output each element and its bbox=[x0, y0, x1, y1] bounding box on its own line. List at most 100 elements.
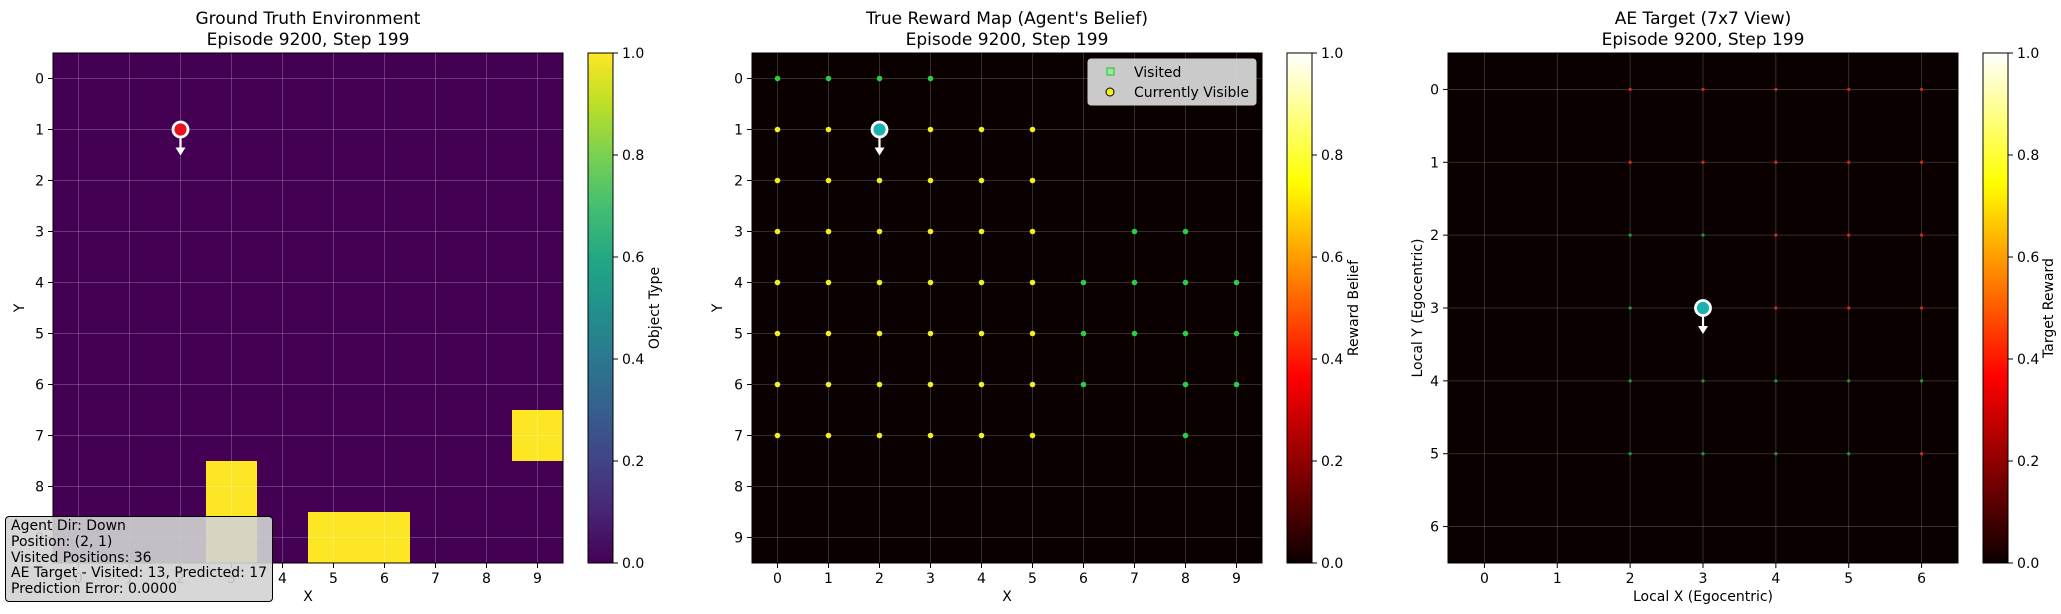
visible-point bbox=[876, 279, 883, 286]
visible-point bbox=[1029, 228, 1036, 235]
visible-point bbox=[774, 432, 781, 439]
visited-point bbox=[774, 75, 781, 82]
target-point-red bbox=[1847, 87, 1851, 92]
visible-point bbox=[927, 279, 934, 286]
target-point-green bbox=[1774, 452, 1778, 456]
visible-point bbox=[825, 381, 832, 388]
visible-point bbox=[927, 126, 934, 133]
y-tick-label: 6 bbox=[35, 378, 44, 394]
colorbar-tick-label: 0.2 bbox=[2017, 454, 2039, 470]
target-point-green bbox=[1774, 379, 1778, 383]
panel2-colorbar-label: Reward Belief bbox=[1346, 259, 1362, 356]
info-line-ae-target: AE Target - Visited: 13, Predicted: 17 bbox=[11, 565, 268, 582]
x-tick-label: 2 bbox=[875, 571, 884, 587]
visible-point bbox=[927, 177, 934, 184]
x-tick-label: 5 bbox=[1844, 571, 1853, 587]
colorbar-tick-label: 0.4 bbox=[1321, 352, 1343, 368]
visible-point bbox=[876, 381, 883, 388]
colorbar-tick-label: 0.6 bbox=[622, 250, 644, 266]
panel1-colorbar-ticks: 0.0 0.2 0.4 0.6 0.8 1.0 bbox=[613, 46, 644, 572]
visible-point bbox=[774, 279, 781, 286]
visible-point bbox=[774, 126, 781, 133]
info-line-position: Position: (2, 1) bbox=[11, 533, 113, 550]
colorbar-tick-label: 0.0 bbox=[622, 556, 644, 572]
visible-point bbox=[825, 228, 832, 235]
visible-point bbox=[774, 330, 781, 337]
x-tick-label: 1 bbox=[824, 571, 833, 587]
agent-dot bbox=[1694, 299, 1712, 317]
visible-point bbox=[978, 177, 985, 184]
visible-point bbox=[1029, 177, 1036, 184]
y-tick-label: 5 bbox=[35, 327, 44, 343]
visited-point bbox=[1182, 279, 1189, 286]
target-point-green bbox=[1701, 452, 1705, 456]
agent-dot bbox=[870, 120, 889, 139]
visible-point bbox=[825, 330, 832, 337]
y-tick-label: 1 bbox=[1430, 155, 1439, 171]
colorbar-tick-label: 1.0 bbox=[622, 46, 644, 62]
visited-point bbox=[1131, 228, 1138, 235]
panel1-title: Ground Truth Environment bbox=[196, 9, 421, 29]
x-tick-label: 5 bbox=[329, 571, 338, 587]
visited-point bbox=[1080, 381, 1087, 388]
visited-point bbox=[1233, 330, 1240, 337]
legend-visible-label: Currently Visible bbox=[1134, 85, 1249, 101]
visited-point bbox=[825, 75, 832, 82]
visible-point bbox=[978, 330, 985, 337]
panel1-x-axis-label: X bbox=[303, 589, 313, 605]
panel1-y-axis-label: Y bbox=[12, 303, 28, 313]
y-tick-label: 2 bbox=[35, 174, 44, 190]
panel3-agent-marker bbox=[1694, 299, 1712, 334]
visited-point bbox=[1182, 381, 1189, 388]
panel2-y-axis-label: Y bbox=[710, 303, 726, 313]
x-tick-label: 0 bbox=[1480, 571, 1489, 587]
colorbar-tick-label: 0.6 bbox=[2017, 250, 2039, 266]
target-point-red bbox=[1919, 160, 1924, 164]
panel3-points bbox=[1628, 87, 1924, 456]
target-point-green bbox=[1628, 233, 1632, 237]
target-point-green bbox=[1628, 379, 1632, 383]
y-tick-label: 1 bbox=[35, 123, 44, 139]
colorbar-tick-label: 0.4 bbox=[622, 352, 644, 368]
y-tick-label: 0 bbox=[1430, 82, 1439, 98]
target-point-green bbox=[1628, 306, 1632, 310]
y-tick-label: 8 bbox=[35, 480, 44, 496]
x-tick-label: 7 bbox=[431, 571, 440, 587]
y-tick-label: 2 bbox=[1430, 228, 1439, 244]
visible-point bbox=[978, 279, 985, 286]
visible-point bbox=[927, 228, 934, 235]
visited-point bbox=[1131, 330, 1138, 337]
target-point-green bbox=[1919, 379, 1924, 383]
colorbar-tick-label: 0.0 bbox=[1321, 556, 1343, 572]
x-tick-label: 5 bbox=[1028, 571, 1037, 587]
target-point-red bbox=[1774, 233, 1778, 237]
y-tick-label: 4 bbox=[734, 276, 743, 292]
x-tick-label: 8 bbox=[482, 571, 491, 587]
visited-point bbox=[1182, 432, 1189, 439]
panel3-x-axis-label: Local X (Egocentric) bbox=[1633, 589, 1773, 605]
visible-point bbox=[825, 177, 832, 184]
legend-box bbox=[1087, 58, 1257, 106]
info-line-prediction-error: Prediction Error: 0.0000 bbox=[11, 581, 178, 598]
x-tick-label: 3 bbox=[926, 571, 935, 587]
y-tick-label: 5 bbox=[734, 327, 743, 343]
colorbar-tick-label: 0.2 bbox=[622, 454, 644, 470]
x-tick-label: 6 bbox=[1079, 571, 1088, 587]
visible-point bbox=[978, 126, 985, 133]
target-point-red bbox=[1919, 87, 1924, 92]
target-point-green bbox=[1847, 379, 1851, 383]
target-point-red bbox=[1701, 160, 1705, 164]
target-point-red bbox=[1847, 160, 1851, 164]
panel-reward-map: True Reward Map (Agent's Belief) Episode… bbox=[710, 9, 1362, 605]
agent-dot bbox=[171, 120, 190, 139]
visible-point bbox=[1029, 279, 1036, 286]
colorbar-tick-label: 0.8 bbox=[622, 148, 644, 164]
panel1-colorbar bbox=[587, 52, 614, 564]
panel1-agent-marker bbox=[171, 120, 190, 156]
colorbar-tick-label: 0.8 bbox=[1321, 148, 1343, 164]
colorbar-tick-label: 0.8 bbox=[2017, 148, 2039, 164]
panel2-colorbar-ticks: 0.0 0.2 0.4 0.6 0.8 1.0 bbox=[1312, 46, 1343, 572]
colorbar-tick-label: 0.2 bbox=[1321, 454, 1343, 470]
y-tick-label: 4 bbox=[1430, 374, 1439, 390]
